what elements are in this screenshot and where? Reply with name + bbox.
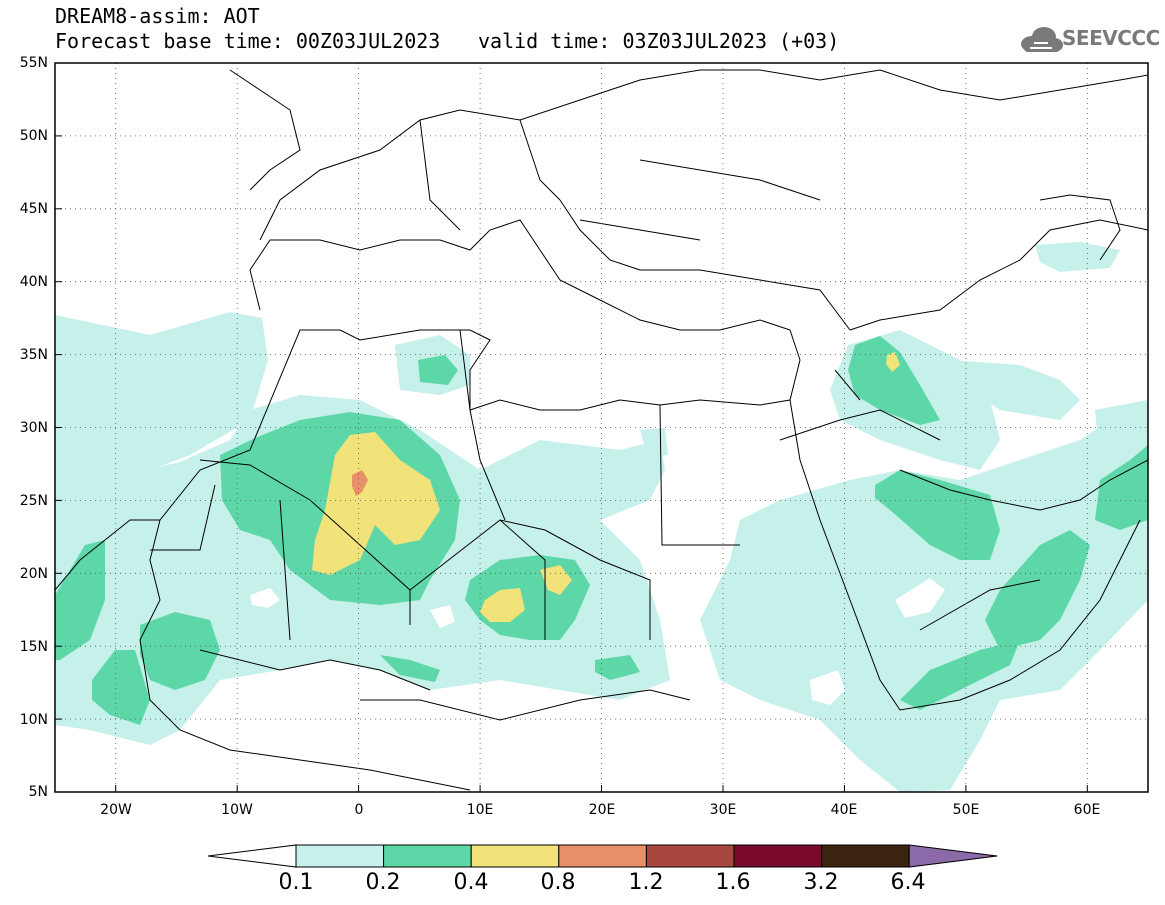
- lon-label: 10W: [221, 802, 253, 818]
- lat-lon-grid: [55, 63, 1148, 792]
- lon-label: 30E: [709, 802, 737, 818]
- lon-label: 10E: [466, 802, 494, 818]
- lat-label: 10N: [19, 712, 48, 728]
- colorbar-label: 0.4: [453, 870, 489, 895]
- valid-time: valid time: 03Z03JUL2023 (+03): [478, 29, 840, 53]
- aot-level-0.4: [312, 352, 900, 622]
- logo-text: SEEVCCC: [1062, 26, 1160, 50]
- borders: [150, 119, 1041, 721]
- lon-label: 60E: [1073, 802, 1101, 818]
- lat-label: 35N: [19, 347, 48, 363]
- colorbar-label: 1.2: [628, 870, 664, 895]
- forecast-base-time: Forecast base time: 00Z03JUL2023: [55, 29, 441, 53]
- lon-label: 20W: [100, 802, 132, 818]
- colorbar-label: 6.4: [890, 870, 926, 895]
- lat-label: 5N: [28, 784, 48, 800]
- lon-label: 0: [354, 802, 364, 818]
- lat-label: 20N: [19, 566, 48, 582]
- lat-label: 30N: [19, 420, 48, 436]
- lon-label: 40E: [830, 802, 858, 818]
- lat-label: 40N: [19, 274, 48, 290]
- colorbar-label: 0.8: [540, 870, 576, 895]
- cloud-icon: [1021, 27, 1063, 52]
- colorbar-label: 1.6: [715, 870, 751, 895]
- map-title: DREAM8-assim: AOT: [55, 4, 260, 28]
- lon-label: 20E: [588, 802, 616, 818]
- lat-label: 55N: [19, 55, 48, 71]
- colorbar-label: 0.1: [278, 870, 314, 895]
- aot-level-0.8: [352, 470, 368, 496]
- lat-label: 15N: [19, 639, 48, 655]
- colorbar-label: 3.2: [803, 870, 839, 895]
- lon-label: 50E: [952, 802, 980, 818]
- coastlines: [55, 69, 1148, 791]
- colorbar-label: 0.2: [365, 870, 401, 895]
- lat-label: 45N: [19, 201, 48, 217]
- lat-label: 50N: [19, 128, 48, 144]
- lat-label: 25N: [19, 493, 48, 509]
